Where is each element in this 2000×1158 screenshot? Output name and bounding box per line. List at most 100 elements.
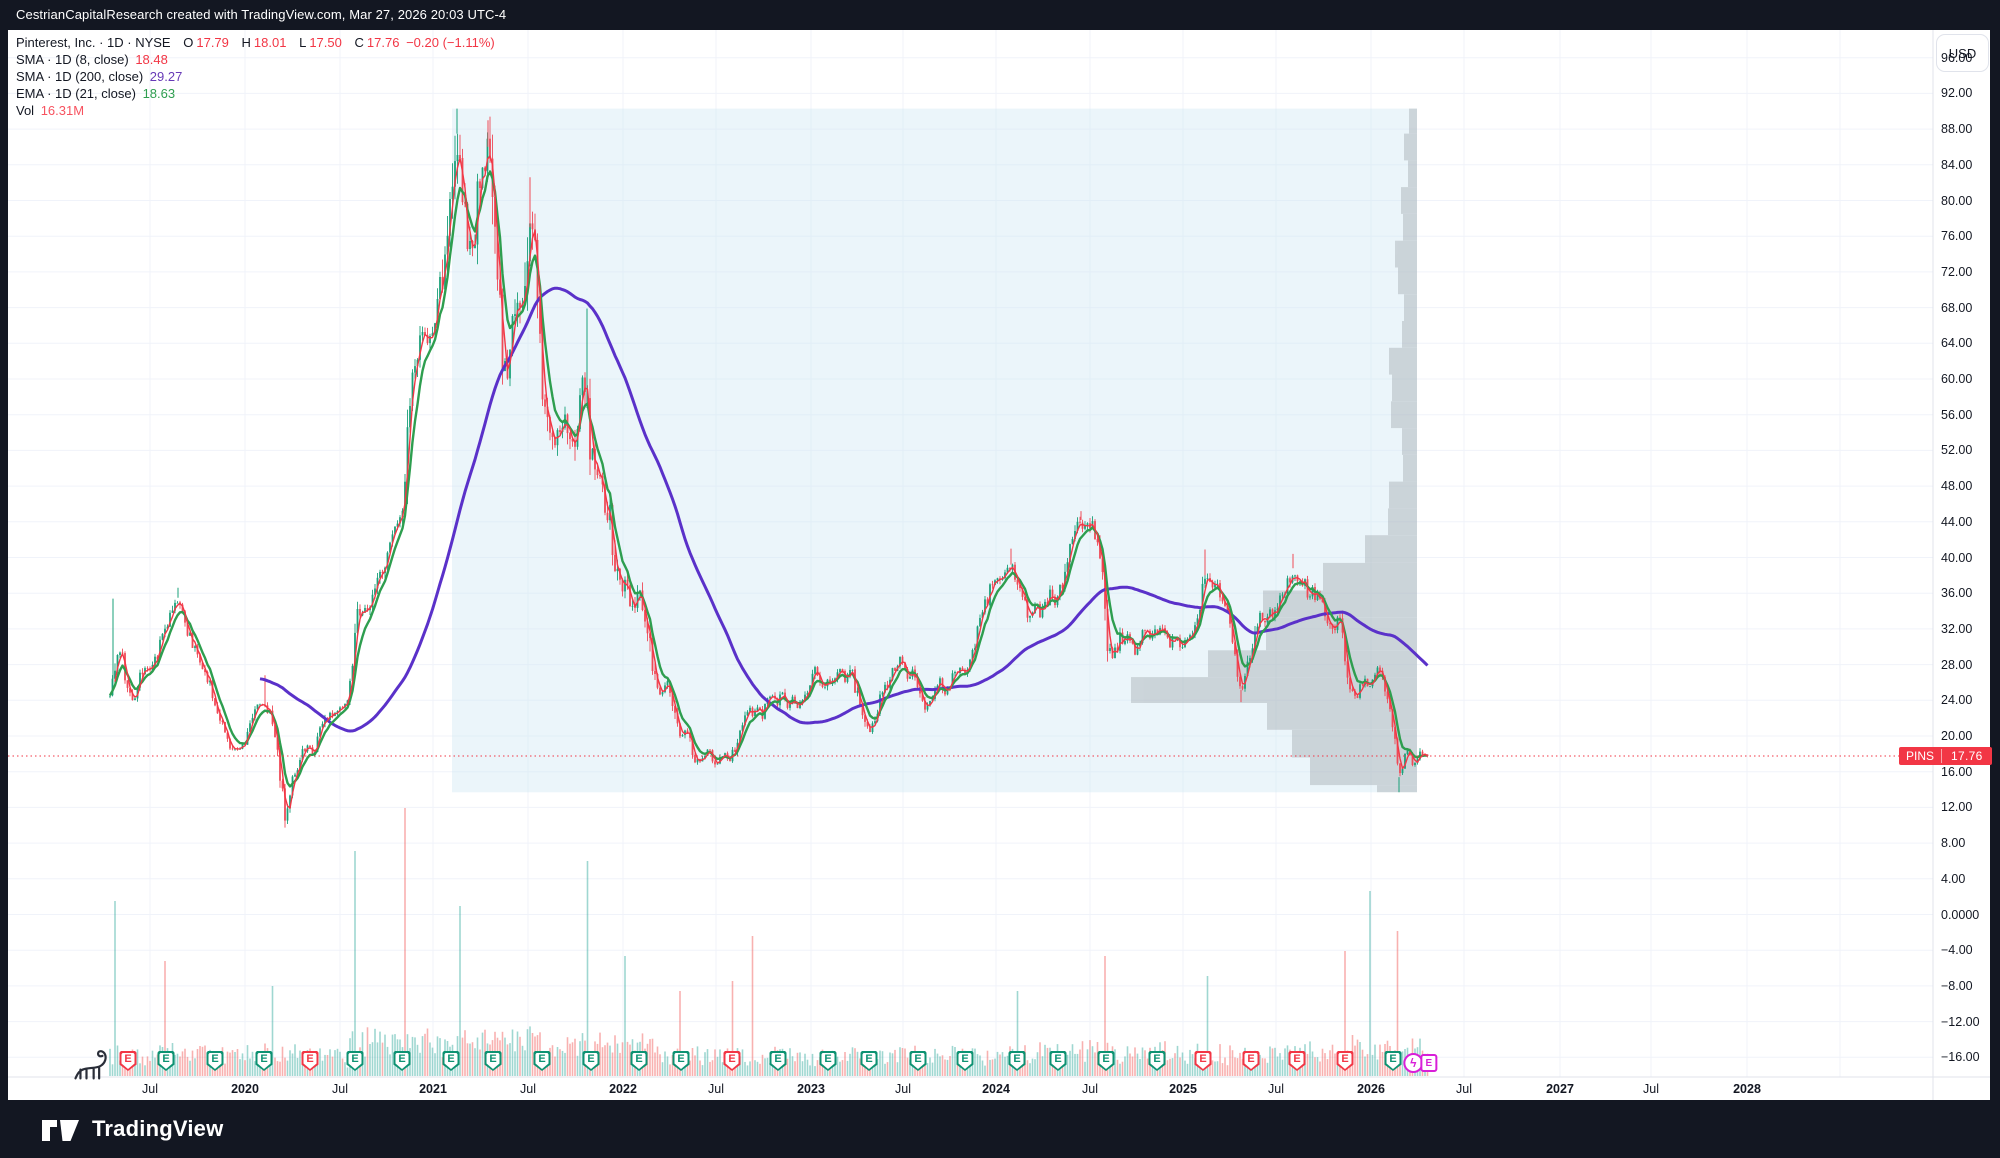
time-tick-label[interactable]: Jul: [332, 1082, 348, 1096]
indicator-label[interactable]: SMA · 1D (8, close): [16, 52, 129, 67]
earnings-badge-green[interactable]: E: [819, 1051, 837, 1071]
earnings-badge-red[interactable]: E: [1242, 1051, 1260, 1071]
earnings-shield-icon: E: [484, 1051, 502, 1071]
price-tick-label[interactable]: 12.00: [1941, 800, 1973, 814]
earnings-badge-green[interactable]: E: [533, 1051, 551, 1071]
earnings-badge-green[interactable]: E: [1049, 1051, 1067, 1071]
tradingview-logo-icon[interactable]: [42, 1115, 80, 1143]
earnings-badge-green[interactable]: E: [442, 1051, 460, 1071]
price-tick-label[interactable]: 76.00: [1941, 229, 1973, 243]
price-tick-label[interactable]: 52.00: [1941, 443, 1973, 457]
earnings-shield-icon: E: [630, 1051, 648, 1071]
earnings-badge-green[interactable]: E: [1148, 1051, 1166, 1071]
earnings-badge-red[interactable]: E: [1336, 1051, 1354, 1071]
symbol-title[interactable]: Pinterest, Inc. · 1D · NYSE: [16, 35, 171, 50]
earnings-shield-icon: E: [1336, 1051, 1354, 1071]
price-tick-label[interactable]: 40.00: [1941, 551, 1973, 565]
time-tick-label[interactable]: 2021: [419, 1082, 447, 1096]
volume-label[interactable]: Vol: [16, 103, 35, 118]
time-tick-label[interactable]: 2028: [1733, 1082, 1761, 1096]
currency-button[interactable]: USD: [1936, 34, 1989, 72]
price-tick-label[interactable]: 4.00: [1941, 872, 1966, 886]
price-tick-label[interactable]: 36.00: [1941, 586, 1973, 600]
earnings-badge-red[interactable]: E: [1288, 1051, 1306, 1071]
earnings-badge-green[interactable]: E: [630, 1051, 648, 1071]
price-tick-label[interactable]: −16.00: [1941, 1050, 1980, 1064]
earnings-badge-green[interactable]: E: [346, 1051, 364, 1071]
price-tick-label[interactable]: 16.00: [1941, 765, 1973, 779]
earnings-badge-red[interactable]: E: [723, 1051, 741, 1071]
price-tick-label[interactable]: 24.00: [1941, 693, 1973, 707]
earnings-badge-green[interactable]: E: [672, 1051, 690, 1071]
earnings-badge-red[interactable]: E: [301, 1051, 319, 1071]
time-tick-label[interactable]: Jul: [708, 1082, 724, 1096]
ema21-line: [108, 170, 1428, 788]
price-tick-label[interactable]: 80.00: [1941, 194, 1973, 208]
time-tick-label[interactable]: 2023: [797, 1082, 825, 1096]
earnings-shield-icon: E: [393, 1051, 411, 1071]
earnings-badge-green[interactable]: E: [484, 1051, 502, 1071]
earnings-badge-green[interactable]: E: [860, 1051, 878, 1071]
price-tick-label[interactable]: 60.00: [1941, 372, 1973, 386]
price-tick-label[interactable]: 56.00: [1941, 408, 1973, 422]
price-tick-label[interactable]: 48.00: [1941, 479, 1973, 493]
indicator-row-sma200[interactable]: SMA · 1D (200, close) 29.27: [16, 68, 498, 85]
price-tick-label[interactable]: 88.00: [1941, 122, 1973, 136]
price-tick-label[interactable]: 64.00: [1941, 336, 1973, 350]
price-tick-label[interactable]: 28.00: [1941, 658, 1973, 672]
earnings-badge-green[interactable]: E: [769, 1051, 787, 1071]
earnings-badge-green[interactable]: E: [206, 1051, 224, 1071]
time-tick-label[interactable]: 2024: [982, 1082, 1010, 1096]
earnings-badge-green[interactable]: E: [909, 1051, 927, 1071]
time-tick-label[interactable]: Jul: [1082, 1082, 1098, 1096]
time-tick-label[interactable]: 2026: [1357, 1082, 1385, 1096]
price-tick-label[interactable]: 96.00: [1941, 51, 1973, 65]
earnings-badge-green[interactable]: E: [582, 1051, 600, 1071]
indicator-value: 18.48: [135, 52, 168, 67]
earnings-badge-green[interactable]: E: [1008, 1051, 1026, 1071]
volume-indicator-row[interactable]: Vol 16.31M: [16, 102, 498, 119]
earnings-shield-icon: E: [157, 1051, 175, 1071]
price-tick-label[interactable]: 84.00: [1941, 158, 1973, 172]
earnings-badge-green[interactable]: E: [956, 1051, 974, 1071]
price-tick-label[interactable]: 8.00: [1941, 836, 1966, 850]
earnings-badge-green[interactable]: E: [1384, 1051, 1402, 1071]
price-tick-label[interactable]: 0.0000: [1941, 908, 1980, 922]
time-tick-label[interactable]: Jul: [1456, 1082, 1472, 1096]
time-tick-label[interactable]: Jul: [520, 1082, 536, 1096]
earnings-badge-red[interactable]: E: [1194, 1051, 1212, 1071]
price-tick-label[interactable]: −8.00: [1941, 979, 1973, 993]
earnings-badge-green[interactable]: E: [157, 1051, 175, 1071]
time-tick-label[interactable]: Jul: [895, 1082, 911, 1096]
price-tick-label[interactable]: 72.00: [1941, 265, 1973, 279]
price-tick-label[interactable]: 44.00: [1941, 515, 1973, 529]
price-tick-label[interactable]: 68.00: [1941, 301, 1973, 315]
earnings-badge-green[interactable]: E: [1097, 1051, 1115, 1071]
time-tick-label[interactable]: Jul: [1268, 1082, 1284, 1096]
symbol-row[interactable]: Pinterest, Inc. · 1D · NYSE O 17.79 H 18.0…: [16, 34, 498, 51]
indicator-label[interactable]: SMA · 1D (200, close): [16, 69, 144, 84]
time-tick-label[interactable]: Jul: [1643, 1082, 1659, 1096]
time-tick-label[interactable]: 2022: [609, 1082, 637, 1096]
lightning-icon: ϟ: [1403, 1053, 1424, 1073]
indicator-row-sma8[interactable]: SMA · 1D (8, close) 18.48: [16, 51, 498, 68]
time-tick-label[interactable]: 2027: [1546, 1082, 1574, 1096]
price-tick-label[interactable]: 32.00: [1941, 622, 1973, 636]
price-tick-label[interactable]: 20.00: [1941, 729, 1973, 743]
indicator-row-ema21[interactable]: EMA · 1D (21, close) 18.63: [16, 85, 498, 102]
price-tick-label[interactable]: −4.00: [1941, 943, 1973, 957]
indicator-label[interactable]: EMA · 1D (21, close): [16, 86, 136, 101]
earnings-badge-green[interactable]: E: [255, 1051, 273, 1071]
tradingview-brand[interactable]: TradingView: [92, 1116, 224, 1141]
time-tick-label[interactable]: 2025: [1169, 1082, 1197, 1096]
earnings-badge-red[interactable]: E: [119, 1051, 137, 1071]
price-tick-label[interactable]: −12.00: [1941, 1015, 1980, 1029]
price-tick-label[interactable]: 92.00: [1941, 86, 1973, 100]
time-tick-label[interactable]: Jul: [142, 1082, 158, 1096]
time-tick-label[interactable]: 2020: [231, 1082, 259, 1096]
earnings-shield-icon: E: [1008, 1051, 1026, 1071]
earnings-badge-green[interactable]: E: [393, 1051, 411, 1071]
